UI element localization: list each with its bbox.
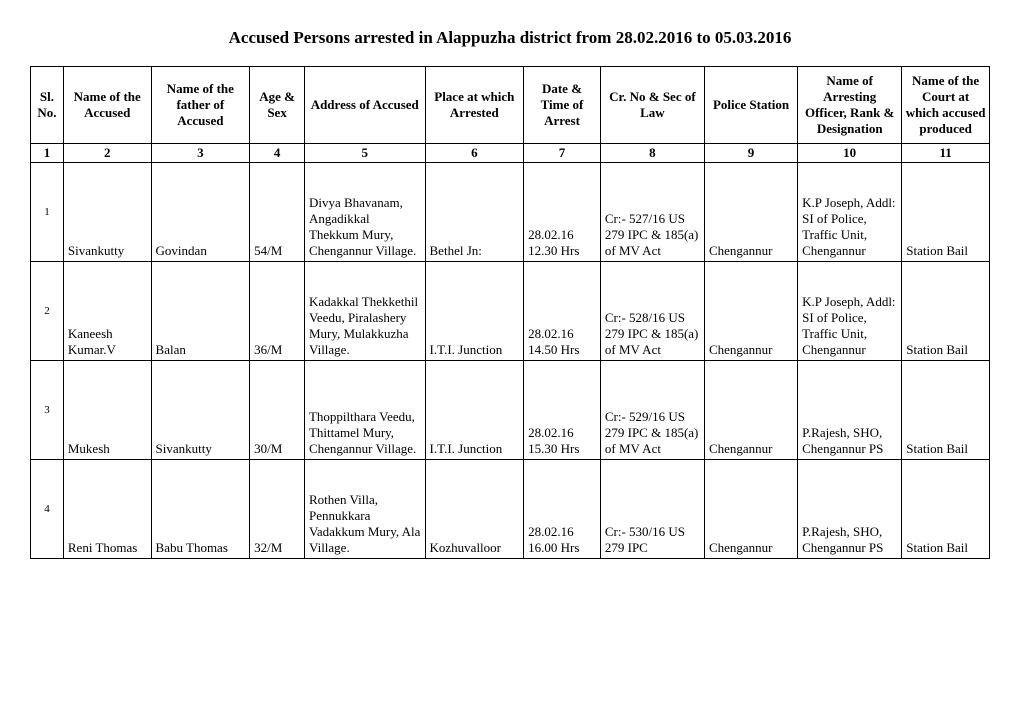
cell-address: Thoppilthara Veedu, Thittamel Mury, Chen… (304, 361, 425, 460)
column-number-row: 1 2 3 4 5 6 7 8 9 10 11 (31, 144, 990, 163)
col-header-father: Name of the father of Accused (151, 67, 250, 144)
cell-agesex: 36/M (250, 262, 305, 361)
col-header-address: Address of Accused (304, 67, 425, 144)
colnum: 3 (151, 144, 250, 163)
colnum: 4 (250, 144, 305, 163)
cell-court: Station Bail (902, 460, 990, 559)
cell-slno: 1 (31, 163, 64, 262)
cell-address: Kadakkal Thekkethil Veedu, Piralashery M… (304, 262, 425, 361)
cell-agesex: 32/M (250, 460, 305, 559)
colnum: 5 (304, 144, 425, 163)
cell-officer: P.Rajesh, SHO, Chengannur PS (798, 361, 902, 460)
cell-police: Chengannur (704, 361, 797, 460)
cell-place: Bethel Jn: (425, 163, 524, 262)
cell-officer: K.P Joseph, Addl: SI of Police, Traffic … (798, 262, 902, 361)
col-header-accused: Name of the Accused (63, 67, 151, 144)
col-header-court: Name of the Court at which accused produ… (902, 67, 990, 144)
col-header-slno: Sl. No. (31, 67, 64, 144)
cell-place: Kozhuvalloor (425, 460, 524, 559)
cell-datetime: 28.02.16 12.30 Hrs (524, 163, 601, 262)
colnum: 11 (902, 144, 990, 163)
cell-officer: P.Rajesh, SHO, Chengannur PS (798, 460, 902, 559)
col-header-datetime: Date & Time of Arrest (524, 67, 601, 144)
col-header-place: Place at which Arrested (425, 67, 524, 144)
header-row: Sl. No. Name of the Accused Name of the … (31, 67, 990, 144)
colnum: 2 (63, 144, 151, 163)
cell-accused: Kaneesh Kumar.V (63, 262, 151, 361)
table-row: 1 Sivankutty Govindan 54/M Divya Bhavana… (31, 163, 990, 262)
cell-datetime: 28.02.16 16.00 Hrs (524, 460, 601, 559)
colnum: 6 (425, 144, 524, 163)
page-title: Accused Persons arrested in Alappuzha di… (30, 28, 990, 48)
colnum: 9 (704, 144, 797, 163)
col-header-police: Police Station (704, 67, 797, 144)
cell-accused: Mukesh (63, 361, 151, 460)
cell-officer: K.P Joseph, Addl: SI of Police, Traffic … (798, 163, 902, 262)
cell-father: Sivankutty (151, 361, 250, 460)
cell-father: Balan (151, 262, 250, 361)
table-row: 3 Mukesh Sivankutty 30/M Thoppilthara Ve… (31, 361, 990, 460)
cell-place: I.T.I. Junction (425, 262, 524, 361)
cell-crno: Cr:- 530/16 US 279 IPC (600, 460, 704, 559)
cell-address: Divya Bhavanam, Angadikkal Thekkum Mury,… (304, 163, 425, 262)
cell-slno: 2 (31, 262, 64, 361)
cell-police: Chengannur (704, 163, 797, 262)
table-row: 4 Reni Thomas Babu Thomas 32/M Rothen Vi… (31, 460, 990, 559)
cell-court: Station Bail (902, 262, 990, 361)
colnum: 8 (600, 144, 704, 163)
cell-accused: Sivankutty (63, 163, 151, 262)
cell-police: Chengannur (704, 460, 797, 559)
colnum: 7 (524, 144, 601, 163)
col-header-officer: Name of Arresting Officer, Rank & Design… (798, 67, 902, 144)
cell-slno: 3 (31, 361, 64, 460)
cell-accused: Reni Thomas (63, 460, 151, 559)
cell-address: Rothen Villa, Pennukkara Vadakkum Mury, … (304, 460, 425, 559)
cell-slno: 4 (31, 460, 64, 559)
colnum: 10 (798, 144, 902, 163)
cell-agesex: 54/M (250, 163, 305, 262)
cell-agesex: 30/M (250, 361, 305, 460)
cell-police: Chengannur (704, 262, 797, 361)
cell-father: Govindan (151, 163, 250, 262)
arrests-table: Sl. No. Name of the Accused Name of the … (30, 66, 990, 559)
colnum: 1 (31, 144, 64, 163)
cell-crno: Cr:- 528/16 US 279 IPC & 185(a) of MV Ac… (600, 262, 704, 361)
cell-crno: Cr:- 529/16 US 279 IPC & 185(a) of MV Ac… (600, 361, 704, 460)
cell-father: Babu Thomas (151, 460, 250, 559)
cell-place: I.T.I. Junction (425, 361, 524, 460)
col-header-agesex: Age & Sex (250, 67, 305, 144)
cell-court: Station Bail (902, 163, 990, 262)
cell-crno: Cr:- 527/16 US 279 IPC & 185(a) of MV Ac… (600, 163, 704, 262)
cell-datetime: 28.02.16 15.30 Hrs (524, 361, 601, 460)
cell-court: Station Bail (902, 361, 990, 460)
cell-datetime: 28.02.16 14.50 Hrs (524, 262, 601, 361)
col-header-crno: Cr. No & Sec of Law (600, 67, 704, 144)
table-row: 2 Kaneesh Kumar.V Balan 36/M Kadakkal Th… (31, 262, 990, 361)
